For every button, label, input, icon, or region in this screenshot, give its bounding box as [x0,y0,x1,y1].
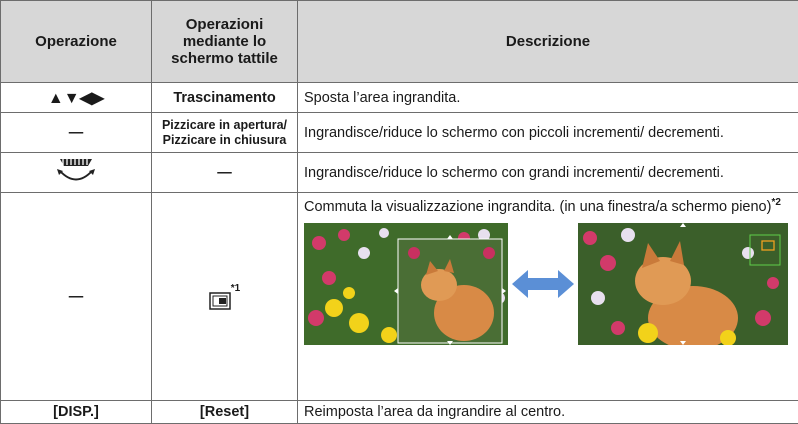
window-icon [209,292,231,310]
row: [DISP.] [Reset] Reimposta l’area da ingr… [1,401,798,424]
row: — Ingrandisce/riduce lo schermo con gran… [1,153,798,193]
cell: — [1,113,152,153]
cell: — [1,193,152,401]
header-row: Operazione Operazioni mediante lo scherm… [1,1,798,83]
cell [1,153,152,193]
cell: Ingrandisce/riduce lo schermo con piccol… [298,113,798,153]
row: ▲▼◀▶ Trascinamento Sposta l’area ingrand… [1,83,798,113]
cell: Commuta la visualizzazione ingrandita. (… [298,193,798,401]
cell: — [152,153,298,193]
row: — *1 Commuta la visualizzazione ingrandi… [1,193,798,401]
photo-full [578,223,788,345]
header-cell: Descrizione [298,1,798,83]
header-cell: Operazione [1,1,152,83]
cell: Pizzicare in apertura/ Pizzicare in chiu… [152,113,298,153]
header-cell: Operazioni mediante lo schermo tattile [152,1,298,83]
row: — Pizzicare in apertura/ Pizzicare in ch… [1,113,798,153]
switch-arrow [508,264,578,304]
description-text: Commuta la visualizzazione ingrandita. (… [304,199,771,215]
cell: ▲▼◀▶ [1,83,152,113]
cell: Ingrandisce/riduce lo schermo con grandi… [298,153,798,193]
footnote-mark: *2 [771,197,780,208]
cell: [DISP.] [1,401,152,424]
cell: Trascinamento [152,83,298,113]
cell: Sposta l’area ingrandita. [298,83,798,113]
illustration [304,223,792,345]
footnote-mark: *1 [231,283,240,294]
dial-icon [54,156,98,186]
cell: Reimposta l’area da ingrandire al centro… [298,401,798,424]
photo-window [304,223,508,345]
cell: [Reset] [152,401,298,424]
cell: *1 [152,193,298,401]
